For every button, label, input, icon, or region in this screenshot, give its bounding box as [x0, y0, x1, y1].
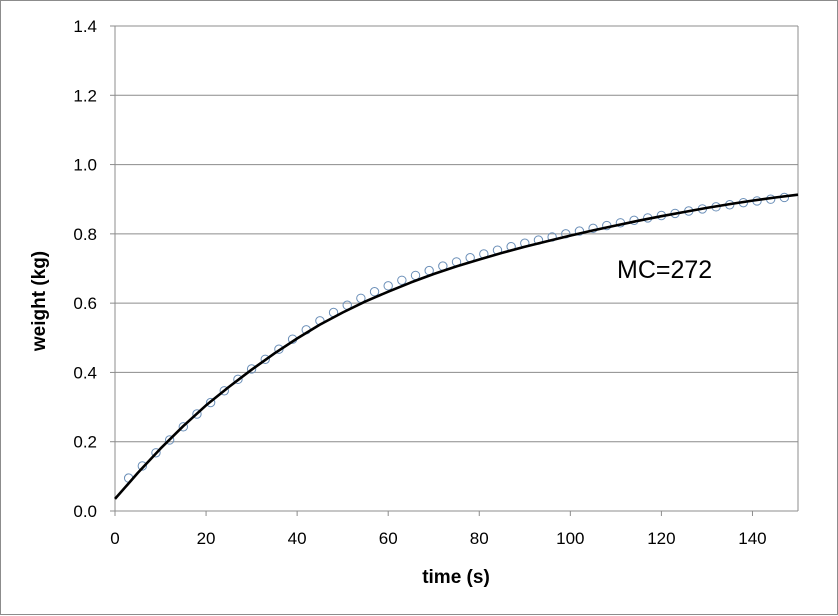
y-tick-label: 0.2 [73, 433, 97, 452]
mc-annotation: MC=272 [617, 256, 712, 284]
axes [110, 25, 799, 516]
y-tick-label: 1.4 [73, 17, 97, 36]
data-point [137, 461, 148, 471]
y-tick-label: 1.2 [73, 86, 97, 105]
fit-line [114, 193, 799, 500]
y-tick-label: 1.0 [73, 156, 97, 175]
data-point [219, 386, 229, 396]
x-tick-label: 100 [556, 529, 584, 548]
fit-curve [114, 193, 799, 500]
data-point [205, 397, 216, 408]
data-point [260, 354, 270, 364]
x-tick-label: 140 [738, 529, 766, 548]
data-point [178, 422, 189, 432]
y-tick-label: 0.6 [73, 294, 97, 313]
data-point [164, 435, 175, 445]
x-tick-label: 120 [647, 529, 675, 548]
data-point [561, 229, 571, 239]
y-tick-label: 0.4 [73, 363, 97, 382]
y-tick-label: 0.0 [73, 502, 97, 521]
x-tick-label: 80 [470, 529, 489, 548]
data-point [574, 226, 585, 236]
x-axis-title: time (s) [422, 567, 490, 588]
x-tick-label: 0 [110, 529, 119, 548]
data-point [369, 287, 380, 297]
data-point [383, 281, 393, 291]
data-point [246, 364, 257, 374]
data-point [151, 448, 161, 458]
x-tick-label: 40 [288, 529, 307, 548]
data-point [397, 275, 407, 285]
data-point [233, 374, 243, 385]
data-point [192, 409, 202, 419]
x-tick-label: 20 [197, 529, 216, 548]
gridlines [115, 25, 798, 443]
data-markers [123, 192, 790, 483]
x-tick-label: 60 [379, 529, 398, 548]
y-axis-title: weight (kg) [29, 251, 50, 352]
tick-labels: 0.0 0.2 0.4 0.6 0.8 1.0 1.2 1.4 0 20 40 60 80 100 120 1… [73, 17, 766, 548]
y-tick-label: 0.8 [73, 225, 97, 244]
